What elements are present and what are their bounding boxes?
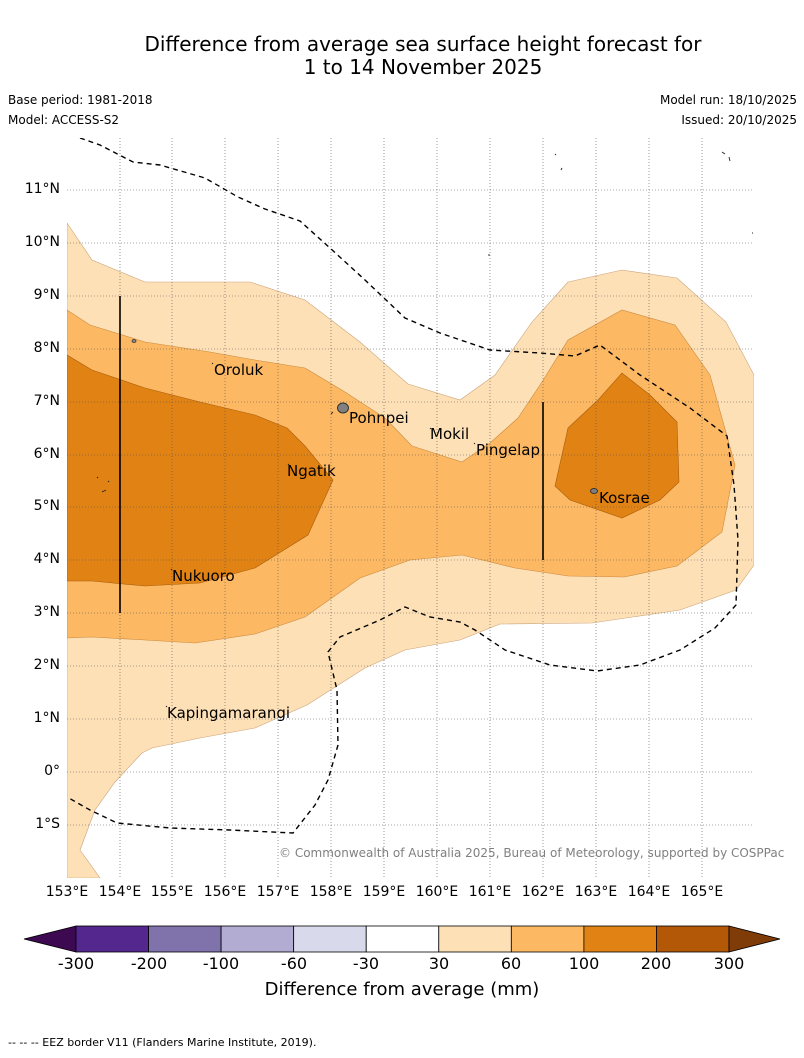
colorbar-tick-label: 300 xyxy=(713,954,745,973)
lat-label: 2°N xyxy=(33,657,60,673)
lon-label: 161°E xyxy=(468,884,512,900)
small-atoll-marks xyxy=(96,151,753,708)
lat-label: 11°N xyxy=(24,181,60,197)
colorbar-tick-label: -300 xyxy=(57,954,95,973)
lon-label: 157°E xyxy=(256,884,300,900)
colorbar-extend-high xyxy=(728,925,781,953)
eez-border-north xyxy=(67,138,739,834)
colorbar-tick-label: -100 xyxy=(202,954,240,973)
place-label-kapingamarangi: Kapingamarangi xyxy=(167,704,291,722)
colorbar-tick-label: 60 xyxy=(500,954,522,973)
base-period: Base period: 1981-2018 xyxy=(8,93,153,107)
minor-atoll-shape xyxy=(131,339,137,343)
colorbar-segment xyxy=(438,925,512,953)
lat-label: 9°N xyxy=(33,287,60,303)
colorbar xyxy=(23,925,781,953)
anomaly-contour-100-200-east xyxy=(554,372,680,519)
lat-label: 0° xyxy=(44,763,60,779)
colorbar-segment xyxy=(148,925,222,953)
lat-label: 4°N xyxy=(33,551,60,567)
eez-footnote: -- -- -- EEZ border V11 (Flanders Marine… xyxy=(8,1036,317,1049)
lon-label: 156°E xyxy=(203,884,247,900)
lat-label: 7°N xyxy=(33,393,60,409)
model-name: Model: ACCESS-S2 xyxy=(8,113,120,127)
copyright-notice: © Commonwealth of Australia 2025, Bureau… xyxy=(279,846,785,860)
place-label-pingelap: Pingelap xyxy=(476,441,541,459)
colorbar-segment xyxy=(220,925,295,953)
lat-label: 10°N xyxy=(24,234,60,250)
place-label-nukuoro: Nukuoro xyxy=(172,567,235,585)
lon-label: 158°E xyxy=(309,884,353,900)
lat-label: 6°N xyxy=(33,446,60,462)
place-label-kosrae: Kosrae xyxy=(599,489,650,507)
lon-label: 153°E xyxy=(45,884,89,900)
lat-label: 5°N xyxy=(33,498,60,514)
lon-label: 155°E xyxy=(150,884,194,900)
lon-label: 159°E xyxy=(362,884,406,900)
map-title-line2: 1 to 14 November 2025 xyxy=(303,55,543,79)
lon-label: 154°E xyxy=(98,884,142,900)
kosrae-island-shape xyxy=(590,488,598,494)
model-run: Model run: 18/10/2025 xyxy=(659,93,797,107)
colorbar-tick-label: 100 xyxy=(568,954,600,973)
place-label-mokil: Mokil xyxy=(430,425,470,443)
lat-label: 3°N xyxy=(33,604,60,620)
pohnpei-island-shape xyxy=(337,402,349,414)
lat-label: 8°N xyxy=(33,340,60,356)
map-title-line1: Difference from average sea surface heig… xyxy=(144,32,702,56)
colorbar-segment xyxy=(583,925,657,953)
colorbar-title: Difference from average (mm) xyxy=(264,979,540,1000)
colorbar-tick-label: -60 xyxy=(280,954,308,973)
lat-label: 1°S xyxy=(35,816,60,832)
lon-label: 160°E xyxy=(415,884,459,900)
colorbar-segment xyxy=(293,925,367,953)
lon-label: 163°E xyxy=(574,884,618,900)
place-label-pohnpei: Pohnpei xyxy=(349,409,409,427)
colorbar-extend-low xyxy=(23,925,77,953)
colorbar-tick-label: 200 xyxy=(640,954,672,973)
anomaly-contour-100-200-west xyxy=(67,354,334,587)
issued-date: Issued: 20/10/2025 xyxy=(681,113,797,127)
colorbar-tick-label: 30 xyxy=(428,954,450,973)
colorbar-segment xyxy=(510,925,585,953)
place-label-ngatik: Ngatik xyxy=(287,462,336,480)
colorbar-segment xyxy=(75,925,149,953)
place-label-oroluk: Oroluk xyxy=(214,361,264,379)
lon-label: 162°E xyxy=(521,884,565,900)
colorbar-segment xyxy=(656,925,730,953)
colorbar-segment xyxy=(365,925,440,953)
lon-label: 164°E xyxy=(627,884,671,900)
colorbar-tick-label: -200 xyxy=(130,954,168,973)
lat-label: 1°N xyxy=(33,710,60,726)
lon-label: 165°E xyxy=(680,884,724,900)
colorbar-tick-label: -30 xyxy=(352,954,380,973)
